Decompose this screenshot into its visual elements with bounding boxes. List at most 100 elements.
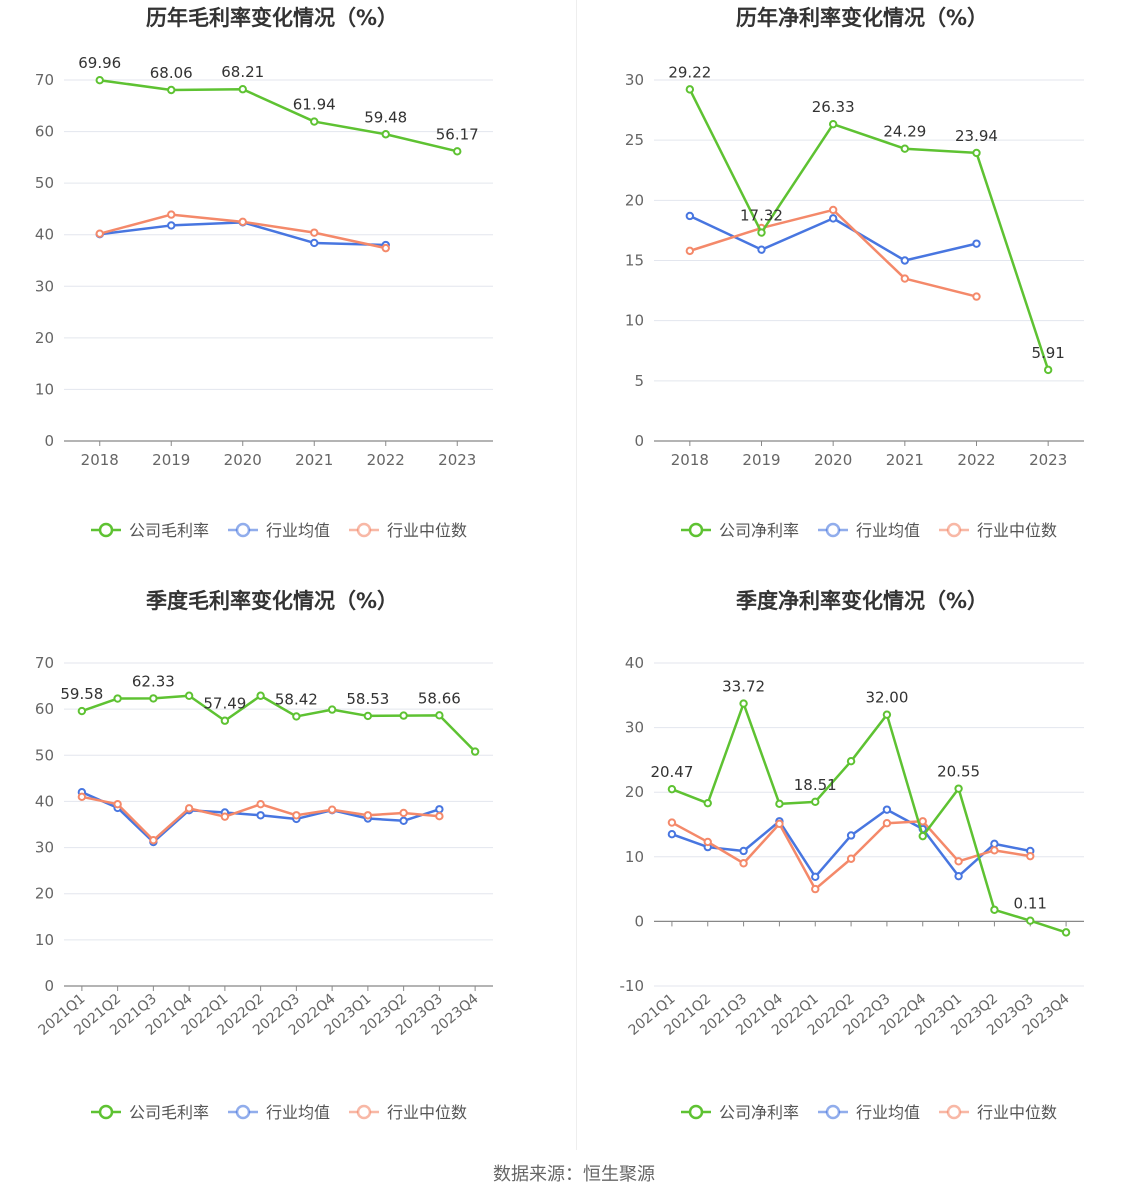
data-point-industry-avg — [954, 871, 963, 881]
series-line-company — [99, 78, 458, 153]
data-point-industry-avg — [739, 846, 748, 856]
data-point-company — [882, 710, 892, 719]
data-point-industry-median — [381, 243, 390, 253]
data-point-company — [77, 706, 87, 716]
data-label: 59.58 — [60, 685, 103, 703]
data-label: 24.29 — [883, 123, 926, 141]
x-tick-label: 2023 — [438, 451, 476, 469]
chart-annual-net-margin-svg: 历年净利率变化情况（%） 0 5 10 15 20 25 30 2018 2019 2020 2021… — [625, 6, 1084, 540]
data-point-industry-median — [399, 808, 408, 818]
legend-label: 行业中位数 — [977, 521, 1057, 540]
data-point-industry-median — [184, 804, 194, 813]
legend-marker-icon — [356, 522, 372, 538]
series-line-company — [688, 88, 1050, 371]
x-tick-label: 2020 — [224, 451, 262, 469]
x-tick-label: 2018 — [81, 451, 119, 469]
data-label: 68.06 — [150, 64, 193, 82]
data-point-industry-avg — [256, 811, 265, 820]
legend-item-industry-avg: 行业均值 — [228, 521, 330, 540]
legend-item-company: 公司毛利率 — [91, 521, 209, 540]
legend-label: 行业中位数 — [387, 521, 467, 540]
data-point-industry-avg — [310, 238, 319, 248]
x-tick-label: 2019 — [742, 451, 780, 469]
chart-quarterly-net-margin: 季度净利率变化情况（%） -10 0 10 20 30 40 2021Q1 2021Q2 2021… — [577, 575, 1148, 1150]
chart-title: 季度净利率变化情况（%） — [736, 589, 988, 613]
y-tick-label: 60 — [35, 700, 54, 718]
data-point-company — [256, 691, 265, 700]
data-point-industry-median — [775, 819, 784, 829]
y-tick-label: 10 — [625, 312, 644, 330]
legend-label: 行业中位数 — [977, 1103, 1057, 1122]
legend-item-industry-avg: 行业均值 — [228, 1103, 330, 1122]
data-point-company — [399, 711, 408, 720]
chart-title: 历年净利率变化情况（%） — [736, 6, 988, 30]
data-point-company — [739, 699, 748, 708]
panel-divider — [576, 0, 577, 1150]
data-label: 26.33 — [812, 98, 855, 116]
data-point-company — [918, 831, 927, 841]
data-point-industry-avg — [900, 256, 910, 265]
data-point-industry-median — [900, 274, 910, 283]
data-point-industry-avg — [828, 214, 838, 223]
legend-marker-icon — [825, 522, 841, 538]
data-point-company — [453, 147, 462, 156]
legend: 公司毛利率 行业均值 行业中位数 — [91, 521, 467, 540]
data-point-industry-median — [77, 792, 87, 802]
legend-label: 行业中位数 — [387, 1103, 467, 1122]
legend-marker-icon — [688, 522, 704, 538]
chart-annual-gross-margin-svg: 历年毛利率变化情况（%） 0 10 20 30 40 50 60 70 2018 2019 2020 2… — [35, 6, 493, 540]
data-point-company — [1026, 916, 1035, 925]
y-tick-label: 25 — [625, 131, 644, 149]
legend-label: 行业均值 — [266, 1103, 330, 1122]
legend: 公司净利率 行业均值 行业中位数 — [681, 521, 1057, 540]
legend-item-company: 公司毛利率 — [91, 1103, 209, 1122]
data-point-company — [113, 694, 122, 703]
data-point-industry-median — [435, 811, 444, 821]
data-point-industry-median — [113, 799, 122, 809]
y-tick-label: 70 — [35, 654, 54, 672]
data-point-industry-median — [363, 811, 373, 820]
data-point-industry-median — [310, 228, 319, 237]
x-tick-label: 2022 — [957, 451, 995, 469]
y-tick-label: 0 — [44, 977, 54, 995]
data-point-industry-median — [149, 835, 158, 845]
data-point-company — [292, 712, 301, 721]
chart-quarterly-gross-margin: 季度毛利率变化情况（%） 0 10 20 30 40 50 60 70 2021Q1 2021Q2 2… — [0, 575, 576, 1150]
data-label: 5.91 — [1031, 344, 1064, 362]
y-tick-label: 10 — [625, 848, 644, 866]
chart-title: 季度毛利率变化情况（%） — [146, 589, 398, 613]
data-label: 23.94 — [955, 127, 998, 145]
data-point-industry-median — [685, 246, 695, 256]
data-label: 58.66 — [418, 689, 461, 707]
data-point-company — [1043, 365, 1053, 375]
legend-label: 行业均值 — [856, 521, 920, 540]
data-point-company — [846, 756, 856, 766]
data-point-industry-median — [95, 229, 104, 238]
data-label: 29.22 — [668, 63, 711, 81]
legend-label: 行业均值 — [266, 521, 330, 540]
data-point-company — [900, 144, 910, 153]
y-tick-label: 0 — [634, 912, 644, 930]
data-point-company — [220, 716, 230, 725]
data-label: 20.55 — [937, 763, 980, 781]
data-point-company — [811, 797, 820, 807]
data-label: 18.51 — [794, 776, 837, 794]
data-point-company — [1061, 928, 1071, 937]
x-tick-label: 2021 — [295, 451, 333, 469]
series-line-company — [671, 702, 1067, 934]
data-point-industry-median — [990, 846, 999, 855]
legend-marker-icon — [235, 522, 251, 538]
x-tick-label: 2021 — [886, 451, 924, 469]
legend-marker-icon — [98, 1104, 114, 1120]
data-source-note: 数据来源：恒生聚源 — [493, 1164, 655, 1185]
y-tick-label: 30 — [625, 719, 644, 737]
data-point-industry-median — [167, 210, 176, 219]
y-tick-label: 5 — [634, 372, 644, 390]
y-tick-label: 50 — [35, 174, 54, 192]
data-label: 57.49 — [203, 695, 246, 713]
data-point-industry-median — [918, 817, 927, 826]
data-point-industry-median — [1026, 851, 1035, 861]
series-line-company — [81, 694, 477, 753]
chart-annual-net-margin: 历年净利率变化情况（%） 0 5 10 15 20 25 30 2018 2019 2020 2021… — [577, 0, 1148, 575]
legend-label: 公司毛利率 — [129, 521, 209, 540]
